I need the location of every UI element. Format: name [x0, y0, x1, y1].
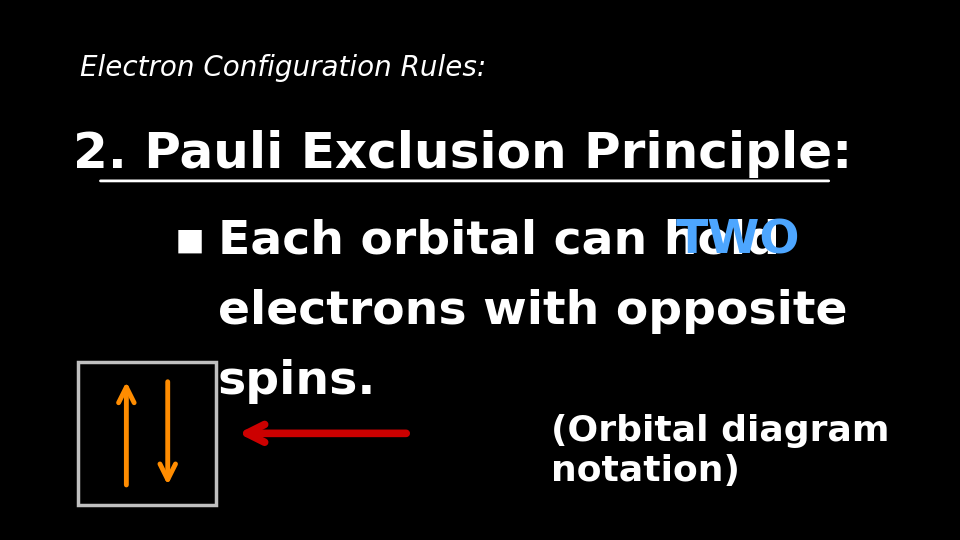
Bar [78, 362, 216, 505]
Text: ▪: ▪ [174, 219, 205, 264]
Text: Each orbital can hold: Each orbital can hold [218, 219, 796, 264]
Text: TWO: TWO [676, 219, 801, 264]
Text: (Orbital diagram
notation): (Orbital diagram notation) [551, 414, 890, 488]
Text: Electron Configuration Rules:: Electron Configuration Rules: [80, 54, 486, 82]
Text: electrons with opposite: electrons with opposite [218, 289, 848, 334]
Text: 2. Pauli Exclusion Principle:: 2. Pauli Exclusion Principle: [73, 130, 852, 178]
Text: spins.: spins. [218, 359, 376, 404]
